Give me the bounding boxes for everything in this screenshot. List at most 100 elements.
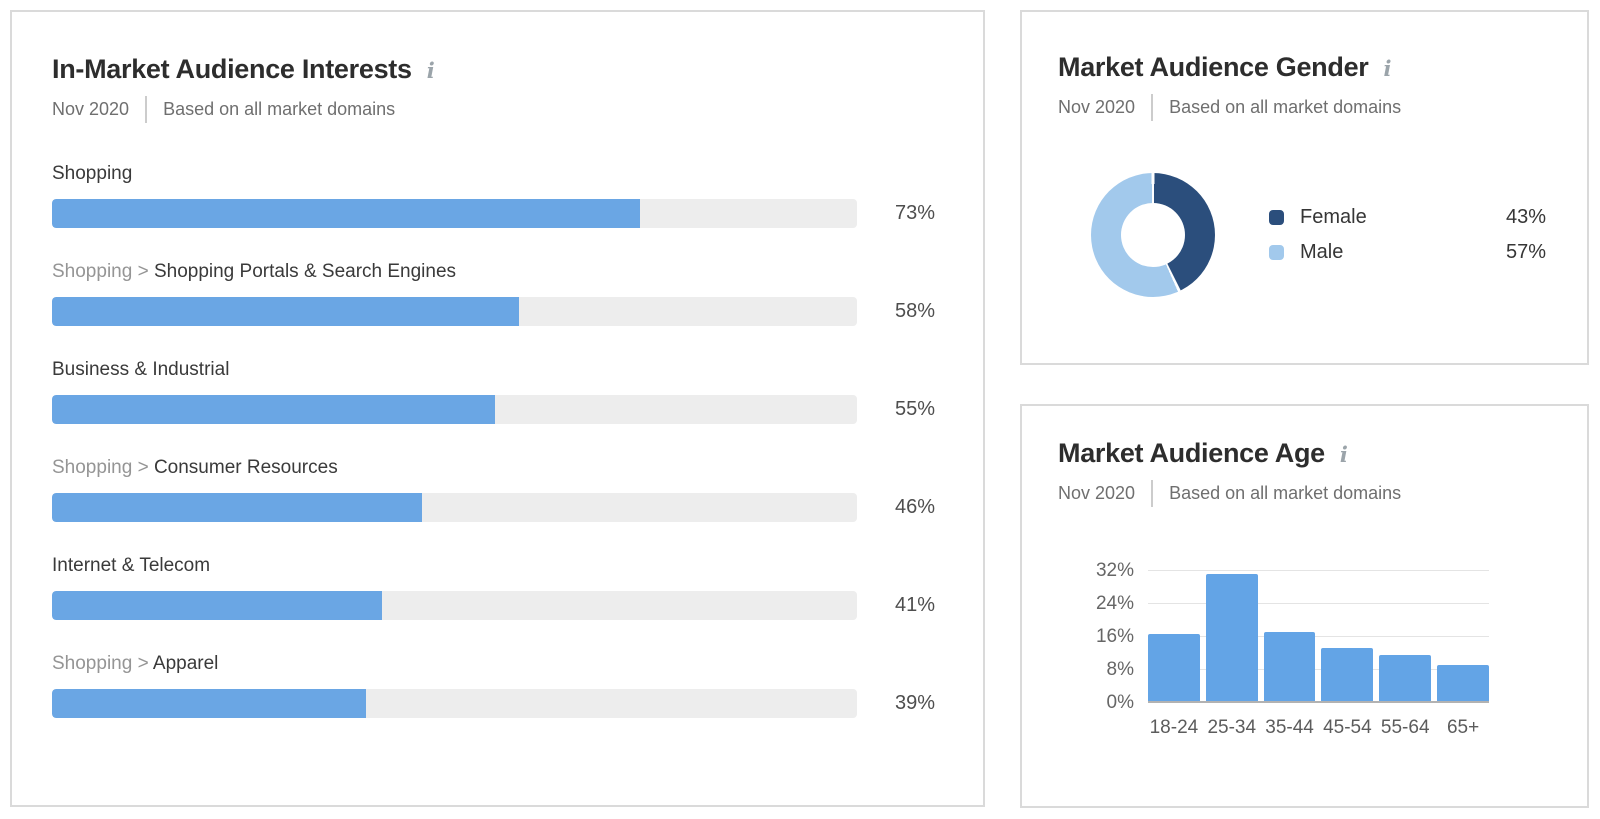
date-label: Nov 2020 (1058, 483, 1136, 503)
interest-label: Shopping (52, 162, 935, 186)
legend-value: 57% (1505, 241, 1546, 263)
x-tick-label: 65+ (1446, 717, 1480, 738)
scope-label: Based on all market domains (1169, 97, 1402, 117)
subtitle-divider (145, 96, 148, 123)
age-bar-18-24 (1148, 633, 1200, 703)
age-subtitle: Nov 2020 Based on all market domains (1058, 480, 1547, 507)
legend-swatch (1269, 210, 1284, 225)
interests-header: In-Market Audience Interests i (52, 54, 935, 85)
legend-label: Female (1300, 206, 1367, 228)
scope-label: Based on all market domains (1169, 483, 1402, 503)
age-y-axis: 0% 8% 16% 24% 32% (1058, 560, 1148, 713)
age-bars (1148, 571, 1489, 703)
date-label: Nov 2020 (52, 99, 130, 119)
age-bar-45-54 (1321, 648, 1374, 703)
x-tick-label: 35-44 (1265, 717, 1314, 738)
interest-row: Shopping > Shopping Portals & Search Eng… (52, 260, 935, 326)
legend-value: 43% (1505, 206, 1546, 228)
gridline (1148, 669, 1489, 670)
interest-bar-line: 73% (52, 199, 935, 228)
interest-bar-fill (52, 199, 640, 228)
interest-row: Shopping 73% (52, 162, 935, 228)
interest-bar-line: 46% (52, 493, 935, 522)
age-x-axis: 18-24 25-34 35-44 45-54 55-64 65+ (1148, 717, 1489, 739)
interest-percent: 58% (894, 300, 935, 322)
interests-panel: In-Market Audience Interests i Nov 2020 … (10, 10, 985, 807)
interest-label-prefix: Shopping > (52, 261, 154, 282)
gender-donut-chart (1091, 173, 1215, 297)
interest-bar-track (52, 297, 857, 326)
y-tick-label: 24% (1095, 593, 1134, 614)
interest-rows: Shopping 73% Shopping > Shopping Portals… (52, 162, 935, 718)
gridline (1148, 636, 1489, 637)
age-panel: Market Audience Age i Nov 2020 Based on … (1020, 404, 1589, 808)
age-header: Market Audience Age i (1058, 438, 1547, 469)
interest-row: Internet & Telecom 41% (52, 554, 935, 620)
scope-label: Based on all market domains (163, 99, 396, 119)
interest-percent: 46% (894, 496, 935, 518)
interest-percent: 73% (894, 202, 935, 224)
gender-panel: Market Audience Gender i Nov 2020 Based … (1020, 10, 1589, 365)
interest-bar-line: 58% (52, 297, 935, 326)
interest-bar-track (52, 493, 857, 522)
age-bar-65+ (1437, 664, 1489, 703)
x-tick-label: 18-24 (1149, 717, 1199, 738)
interest-bar-fill (52, 297, 519, 326)
age-bar-chart: 0% 8% 16% 24% 32% (1058, 560, 1547, 713)
interest-percent: 39% (894, 692, 935, 714)
interest-bar-line: 39% (52, 689, 935, 718)
interest-label-main: Shopping (52, 163, 133, 184)
legend-row: Female 43% (1269, 200, 1546, 235)
gridline (1148, 570, 1489, 571)
legend-row: Male 57% (1269, 235, 1546, 270)
x-axis-line (1148, 701, 1489, 703)
interest-label-main: Internet & Telecom (52, 555, 211, 576)
age-plot-area (1148, 570, 1489, 703)
date-label: Nov 2020 (1058, 97, 1136, 117)
interest-bar-track (52, 591, 857, 620)
interest-label-main: Apparel (152, 653, 219, 674)
y-tick-label: 16% (1095, 626, 1134, 647)
gender-header: Market Audience Gender i (1058, 52, 1547, 83)
interest-bar-line: 41% (52, 591, 935, 620)
subtitle-divider (1151, 94, 1154, 121)
gridline (1148, 603, 1489, 604)
interest-bar-track (52, 199, 857, 228)
interest-label: Shopping > Consumer Resources (52, 456, 935, 480)
interests-subtitle: Nov 2020 Based on all market domains (52, 96, 935, 123)
interest-row: Business & Industrial 55% (52, 358, 935, 424)
x-tick-label: 45-54 (1323, 717, 1372, 738)
interest-percent: 41% (894, 594, 935, 616)
info-icon[interactable]: i (426, 58, 435, 83)
interests-title: In-Market Audience Interests (52, 54, 412, 84)
age-title: Market Audience Age (1058, 438, 1325, 468)
interest-bar-fill (52, 689, 366, 718)
age-bar-25-34 (1205, 573, 1258, 703)
interest-row: Shopping > Consumer Resources 46% (52, 456, 935, 522)
interest-bar-track (52, 689, 857, 718)
y-tick-label: 0% (1106, 692, 1134, 713)
age-bar-55-64 (1379, 655, 1432, 703)
interest-label-prefix: Shopping > (52, 653, 153, 674)
legend-label: Male (1300, 241, 1344, 263)
x-tick-label: 55-64 (1380, 717, 1430, 738)
interest-row: Shopping > Apparel 39% (52, 652, 935, 718)
interest-label-main: Shopping Portals & Search Engines (153, 261, 457, 282)
interest-bar-fill (52, 395, 495, 424)
interest-bar-fill (52, 591, 383, 620)
y-tick-label: 32% (1095, 560, 1134, 581)
interest-bar-line: 55% (52, 395, 935, 424)
info-icon[interactable]: i (1383, 56, 1392, 81)
gender-title: Market Audience Gender (1058, 52, 1369, 82)
x-tick-label: 25-34 (1207, 717, 1257, 738)
gender-chart: Female 43% Male 57% (1058, 173, 1547, 297)
y-tick-label: 8% (1106, 659, 1134, 680)
subtitle-divider (1151, 480, 1154, 507)
interest-label-main: Consumer Resources (153, 457, 338, 478)
interest-label: Internet & Telecom (52, 554, 935, 578)
interest-label: Business & Industrial (52, 358, 935, 382)
interest-percent: 55% (894, 398, 935, 420)
gender-legend: Female 43% Male 57% (1269, 200, 1546, 270)
info-icon[interactable]: i (1339, 442, 1348, 467)
legend-swatch (1269, 245, 1284, 260)
